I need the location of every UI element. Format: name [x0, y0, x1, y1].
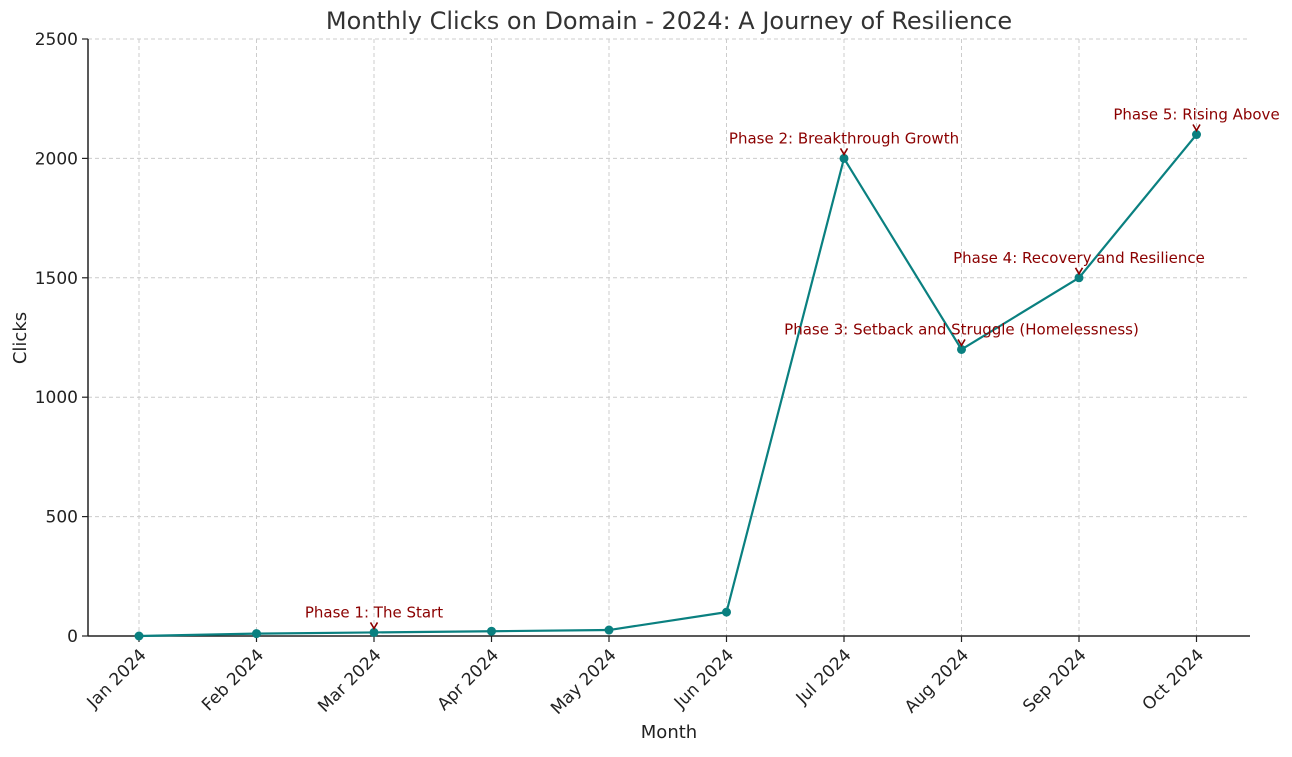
x-tick-label: Jul 2024 [792, 645, 856, 709]
data-point [839, 153, 849, 163]
annotation-label: Phase 5: Rising Above [1113, 106, 1279, 124]
annotation-arrow [1192, 124, 1201, 133]
axes: 0 500 1000 1500 2000 2500 Jan 2024 Feb 2024 Mar … [35, 30, 1250, 719]
x-tick-label: Aug 2024 [901, 645, 973, 717]
data-point [369, 627, 379, 637]
data-point [957, 344, 966, 354]
data-point [1074, 273, 1084, 283]
annotation-label: Phase 4: Recovery and Resilience [953, 249, 1205, 267]
x-tick-label: May 2024 [547, 645, 620, 718]
data-point [252, 629, 261, 639]
annotation-arrow [369, 622, 379, 631]
x-tick-label: Mar 2024 [314, 645, 385, 716]
y-tick-label: 2000 [35, 149, 78, 169]
annotation-arrow [839, 147, 849, 156]
x-tick-label: Sep 2024 [1019, 645, 1090, 716]
data-point [722, 607, 731, 617]
series-layer [134, 130, 1201, 641]
x-tick-label: Jun 2024 [670, 645, 738, 713]
x-tick-label: Feb 2024 [198, 645, 268, 715]
annotation-label: Phase 2: Breakthrough Growth [729, 129, 959, 147]
annotation-arrow [1074, 267, 1084, 276]
annotations: Phase 1: The Start Phase 2: Breakthrough … [305, 106, 1280, 631]
y-tick-label: 1000 [35, 388, 78, 408]
y-tick-label: 1500 [35, 269, 78, 289]
data-point [604, 625, 614, 635]
y-tick-label: 2500 [35, 30, 78, 50]
annotation-label: Phase 3: Setback and Struggle (Homelessn… [784, 320, 1139, 338]
annotation-label: Phase 1: The Start [305, 603, 443, 621]
y-axis-label: Clicks [10, 312, 31, 364]
y-tick-label: 500 [46, 508, 78, 528]
data-point [134, 631, 144, 641]
y-tick-label: 0 [67, 627, 78, 647]
x-tick-label: Jan 2024 [83, 645, 151, 713]
data-point [1192, 130, 1201, 140]
x-axis-label: Month [641, 722, 697, 743]
x-tick-label: Apr 2024 [434, 645, 503, 714]
series-line [138, 133, 1198, 638]
x-tick-label: Oct 2024 [1139, 645, 1208, 714]
annotation-arrow [957, 339, 966, 348]
data-point [487, 626, 496, 636]
chart-title: Monthly Clicks on Domain - 2024: A Journ… [326, 7, 1012, 35]
